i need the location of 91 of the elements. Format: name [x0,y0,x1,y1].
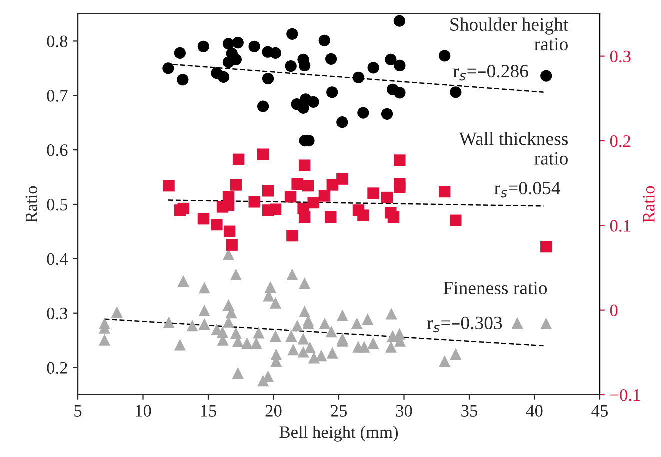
point [248,40,260,52]
point [388,211,400,224]
point [286,28,298,40]
annotation: Fineness ratio [444,282,548,295]
x-tick-label: 30 [396,405,412,417]
point [285,60,297,72]
point [178,202,190,215]
y-tick-label: 0.6 [47,144,68,156]
point [224,226,236,238]
y2-axis-title: Ratio [643,186,655,223]
point [258,148,270,160]
point [394,60,406,72]
point [325,53,338,65]
y2-tick-label: 0.3 [610,50,631,63]
point [262,185,274,197]
point [394,15,406,27]
y-tick-label: 0.3 [47,308,68,320]
y-tick-label: 0.2 [47,362,68,374]
point [368,62,380,74]
annotation: Wall thickness ratio [459,132,568,165]
point [286,230,298,242]
point [174,47,186,59]
point [232,154,245,166]
point [299,160,311,172]
point [540,241,552,253]
point [318,190,330,202]
x-tick-label: 35 [462,405,478,417]
point [222,200,235,212]
annotation: Shoulder height ratio [450,18,569,51]
point [385,54,397,66]
point [394,154,406,166]
point [270,47,282,59]
annotation: r$_{s}$=–0.303 [427,316,502,333]
point [211,219,223,231]
point [270,204,282,216]
point [308,196,320,209]
point [177,74,189,86]
y-tick-label: 0.7 [47,90,68,102]
point [302,180,314,192]
point [232,37,244,49]
x-tick-label: 10 [136,405,152,417]
point [326,86,338,98]
point [325,211,337,224]
x-tick-label: 15 [201,405,216,417]
point [258,100,270,112]
point [381,108,394,120]
point [336,173,348,185]
point [352,72,365,84]
point [248,196,260,208]
point [284,191,297,203]
x-tick-label: 40 [526,405,543,417]
point [450,86,462,98]
point [163,180,175,192]
point [540,70,552,82]
y2-tick-label: 0.2 [610,135,630,148]
point [439,186,451,198]
point [318,34,330,46]
x-tick-label: 5 [74,405,82,417]
point [308,96,320,108]
point [358,107,370,119]
x-tick-label: 45 [592,405,608,417]
y2-tick-label: 0 [610,304,618,317]
annotation: r$_{s}$=0.054 [494,182,561,198]
point [394,87,406,99]
point [198,40,210,52]
annotation: r$_{s}$=–0.286 [453,65,528,81]
y-axis-title: Ratio [26,186,38,223]
y-tick-label: 0.8 [47,36,68,48]
point [198,213,210,225]
x-tick-label: 20 [266,405,282,417]
point [358,210,370,222]
point [299,211,311,224]
x-tick-label: 25 [331,405,347,417]
point [381,192,394,204]
point [230,179,242,191]
point [162,62,174,74]
point [226,239,238,251]
point [450,214,462,226]
point [292,178,304,190]
point [326,179,338,191]
point [368,188,380,200]
point [439,50,451,62]
point [336,116,348,128]
point [394,182,406,194]
y-tick-label: 0.5 [47,198,68,211]
point [262,72,274,85]
point [218,71,230,83]
x-axis-title: Bell height (mm) [280,426,398,442]
y-tick-label: 0.4 [47,253,68,266]
y2-tick-label: −0.1 [610,389,640,402]
y2-tick-label: 0.1 [610,220,630,232]
